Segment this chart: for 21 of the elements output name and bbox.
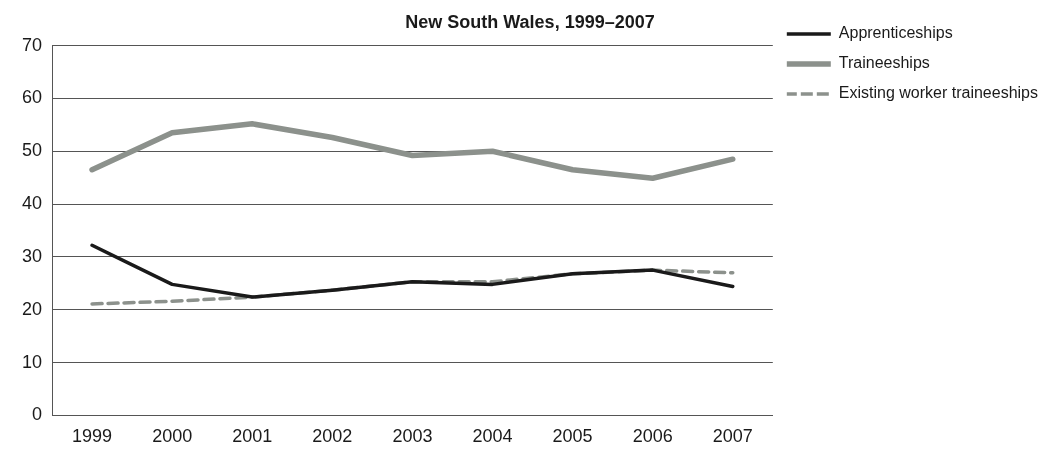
legend-label: Apprenticeships bbox=[838, 24, 953, 42]
x-tick-label: 2003 bbox=[392, 426, 433, 447]
y-tick-label: 60 bbox=[21, 87, 43, 108]
y-tick-label: 0 bbox=[32, 404, 43, 425]
y-tick-label: 30 bbox=[21, 245, 43, 266]
y-tick-label: 40 bbox=[21, 193, 43, 214]
y-tick-label: 50 bbox=[21, 140, 43, 161]
x-tick-label: 2005 bbox=[552, 426, 593, 447]
legend-label: Existing worker traineeships bbox=[838, 84, 1039, 102]
chart-title: New South Wales, 1999–2007 bbox=[405, 11, 655, 32]
legend-label: Traineeships bbox=[838, 54, 930, 72]
x-tick-label: 2000 bbox=[152, 426, 193, 447]
x-tick-label: 2002 bbox=[312, 426, 353, 447]
x-tick-label: 2004 bbox=[472, 426, 513, 447]
x-tick-label: 2001 bbox=[232, 426, 273, 447]
x-tick-label: 1999 bbox=[72, 426, 113, 447]
x-tick-label: 2006 bbox=[632, 426, 673, 447]
y-tick-label: 10 bbox=[21, 351, 43, 372]
x-tick-label: 2007 bbox=[712, 426, 753, 447]
y-tick-label: 20 bbox=[21, 298, 43, 319]
y-tick-label: 70 bbox=[21, 34, 43, 55]
